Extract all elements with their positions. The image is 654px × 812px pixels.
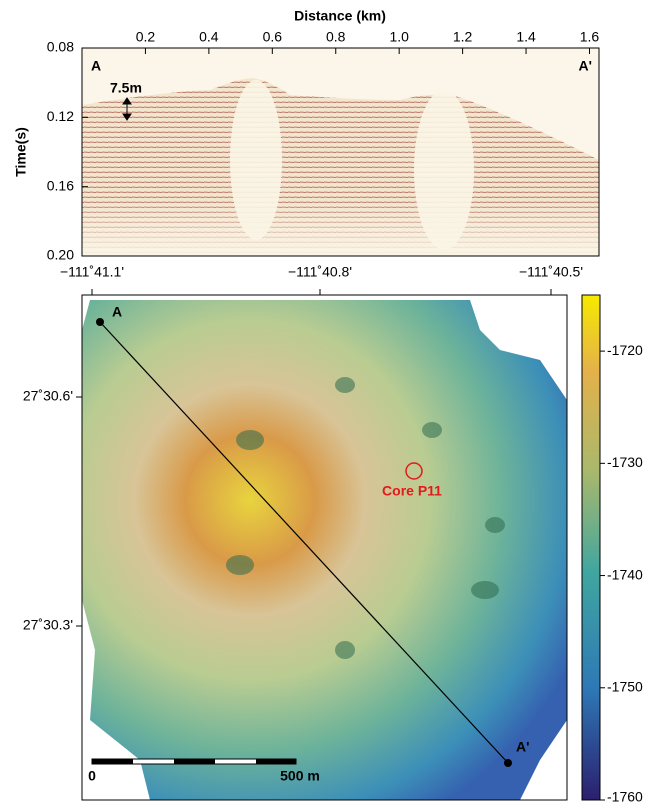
y-tick-label: 0.20 — [47, 247, 74, 263]
core-marker — [405, 462, 423, 480]
point-a — [96, 318, 104, 326]
y-tick-label: 0.16 — [47, 177, 74, 193]
seismic-image — [82, 48, 599, 256]
x-tick-label: 0.2 — [136, 29, 156, 45]
colorbar-tick-label: -1750 — [607, 678, 643, 694]
x-tick-label: 1.4 — [516, 29, 536, 45]
y-tick-label: 0.12 — [47, 108, 74, 124]
lon-tick-label: −111˚41.1' — [60, 264, 124, 280]
scale-end: 500 m — [280, 768, 320, 784]
profile-title: Distance (km) — [294, 8, 386, 24]
x-tick-label: 1.0 — [389, 29, 409, 45]
x-tick-label: 0.8 — [326, 29, 346, 45]
map-axes: −111˚41.1' −111˚40.8' −111˚40.5' 27˚30.6' 27… — [23, 264, 583, 633]
map-start-label: A — [112, 304, 122, 320]
profile-start-label: A — [91, 58, 101, 74]
point-a-prime — [504, 759, 512, 767]
scale-bar — [91, 758, 297, 765]
colorbar-tick-label: -1740 — [607, 566, 643, 582]
lat-tick-label: 27˚30.6' — [23, 388, 73, 404]
y-tick-label: 0.08 — [47, 39, 74, 55]
colorbar-axes: -1720 -1730 -1740 -1750 -1760 — [600, 342, 643, 805]
lat-tick-label: 27˚30.3' — [23, 617, 73, 633]
x-tick-label: 1.2 — [453, 29, 473, 45]
lon-tick-label: −111˚40.8' — [288, 264, 352, 280]
profile-line — [99, 321, 509, 764]
x-tick-label: 0.4 — [199, 29, 219, 45]
thickness-annotation: 7.5m — [110, 80, 142, 96]
colorbar-tick-label: -1730 — [607, 454, 643, 470]
scale-start: 0 — [88, 768, 96, 784]
core-label: Core P11 — [382, 483, 442, 499]
thickness-arrow — [122, 97, 132, 121]
colorbar-tick-label: -1760 — [607, 789, 643, 805]
lon-tick-label: −111˚40.5' — [519, 264, 583, 280]
colorbar — [581, 294, 601, 801]
profile-ylabel: Time(s) — [13, 127, 29, 177]
map-end-label: A' — [516, 739, 529, 755]
profile-end-label: A' — [579, 58, 592, 74]
profile-frame — [81, 47, 600, 257]
map-frame — [81, 294, 568, 801]
profile-axes: 0.2 0.4 0.6 0.8 1.0 1.2 1.4 1.6 0.08 0.12 0.16 0.20 — [47, 29, 600, 263]
bathymetry-image — [82, 295, 567, 800]
x-tick-label: 1.6 — [580, 29, 600, 45]
x-tick-label: 0.6 — [263, 29, 283, 45]
colorbar-tick-label: -1720 — [607, 342, 643, 358]
